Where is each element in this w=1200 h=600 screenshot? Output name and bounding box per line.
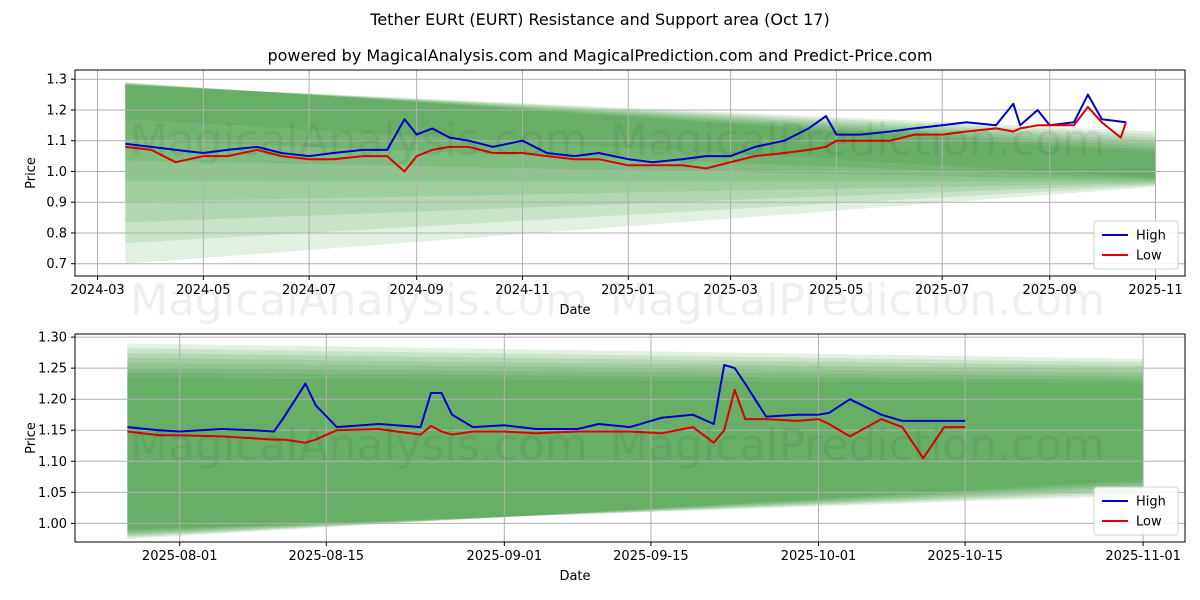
legend-box — [1093, 220, 1179, 270]
y-tick-label: 1.10 — [38, 455, 67, 470]
x-tick-label: 2024-09 — [390, 283, 444, 298]
x-tick-label: 2025-11 — [1128, 283, 1182, 298]
y-tick-label: 1.05 — [38, 486, 67, 501]
legend: High Low — [1093, 220, 1179, 270]
y-tick-label: 0.7 — [46, 257, 67, 272]
x-tick-label: 2025-11-01 — [1105, 549, 1181, 564]
x-tick-label: 2025-10-01 — [781, 549, 857, 564]
x-axis-label: Date — [559, 303, 590, 318]
x-tick-label: 2025-09-01 — [467, 549, 543, 564]
x-tick-label: 2025-03 — [703, 283, 757, 298]
x-tick-label: 2025-08-15 — [289, 549, 365, 564]
x-tick-label: 2025-10-15 — [927, 549, 1003, 564]
x-tick-label: 2025-07 — [915, 283, 969, 298]
series-lines — [127, 364, 966, 460]
x-axis-label: Date — [559, 569, 590, 584]
band-layer — [125, 82, 1156, 179]
band-layer — [127, 372, 1144, 531]
legend-label-high: High — [1136, 229, 1166, 244]
chart-subtitle: powered by MagicalAnalysis.com and Magic… — [267, 46, 933, 65]
legend-label-high: High — [1136, 495, 1166, 510]
y-tick-label: 1.1 — [46, 134, 67, 149]
plot-frame — [74, 333, 1186, 543]
support-resistance-band — [127, 343, 1144, 539]
band-layer — [125, 84, 1156, 223]
y-axis-label: Price — [24, 157, 39, 189]
y-tick-label: 1.15 — [38, 424, 67, 439]
y-tick-label: 1.3 — [46, 73, 67, 88]
band-layer — [127, 348, 1144, 538]
y-tick-label: 0.9 — [46, 196, 67, 211]
band-layer — [125, 82, 1156, 178]
legend: High Low — [1093, 486, 1179, 536]
x-tick-label: 2025-08-01 — [142, 549, 218, 564]
plot-frame — [74, 69, 1186, 277]
x-tick-label: 2025-09 — [1023, 283, 1077, 298]
x-tick-label: 2024-03 — [70, 283, 124, 298]
band-layer — [127, 367, 1144, 533]
series-line-low — [125, 105, 1127, 173]
band-layer — [127, 377, 1144, 530]
y-tick-label: 0.8 — [46, 226, 67, 241]
series-line-high — [125, 93, 1127, 164]
y-tick-label: 1.00 — [38, 517, 67, 532]
band-layer — [127, 362, 1144, 534]
x-tick-label: 2025-09-15 — [613, 549, 689, 564]
chart-panel-2: 2025-08-01 2025-08-15 2025-09-01 2025-09-15… — [24, 331, 1186, 584]
chart-title: Tether EURt (EURT) Resistance and Suppor… — [370, 10, 830, 29]
y-tick-label: 1.2 — [46, 103, 67, 118]
legend-box — [1093, 486, 1179, 536]
y-tick-label: 1.30 — [38, 331, 67, 346]
x-tick-label: 2024-05 — [176, 283, 230, 298]
x-tick-label: 2024-11 — [495, 283, 549, 298]
series-lines — [125, 93, 1127, 173]
band-layer — [127, 343, 1144, 539]
series-line-low — [127, 388, 966, 460]
legend-label-low: Low — [1136, 515, 1162, 530]
x-tick-label: 2024-07 — [282, 283, 336, 298]
series-line-high — [127, 364, 966, 433]
legend-label-low: Low — [1136, 249, 1162, 264]
y-axis-label: Price — [24, 422, 39, 454]
band-layer — [125, 84, 1156, 202]
y-tick-label: 1.0 — [46, 165, 67, 180]
band-layer — [127, 357, 1144, 535]
x-tick-label: 2025-05 — [809, 283, 863, 298]
support-resistance-band — [125, 82, 1156, 264]
band-layer — [125, 84, 1156, 244]
x-tick-label: 2025-01 — [601, 283, 655, 298]
y-tick-label: 1.20 — [38, 393, 67, 408]
y-tick-label: 1.25 — [38, 362, 67, 377]
chart-panel-1: 2024-03 2024-05 2024-07 2024-09 2024-11 2025-… — [24, 69, 1186, 318]
